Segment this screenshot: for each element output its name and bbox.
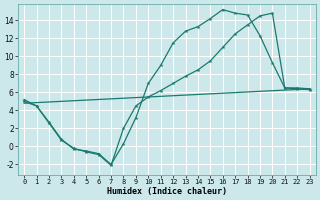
X-axis label: Humidex (Indice chaleur): Humidex (Indice chaleur) xyxy=(107,187,227,196)
